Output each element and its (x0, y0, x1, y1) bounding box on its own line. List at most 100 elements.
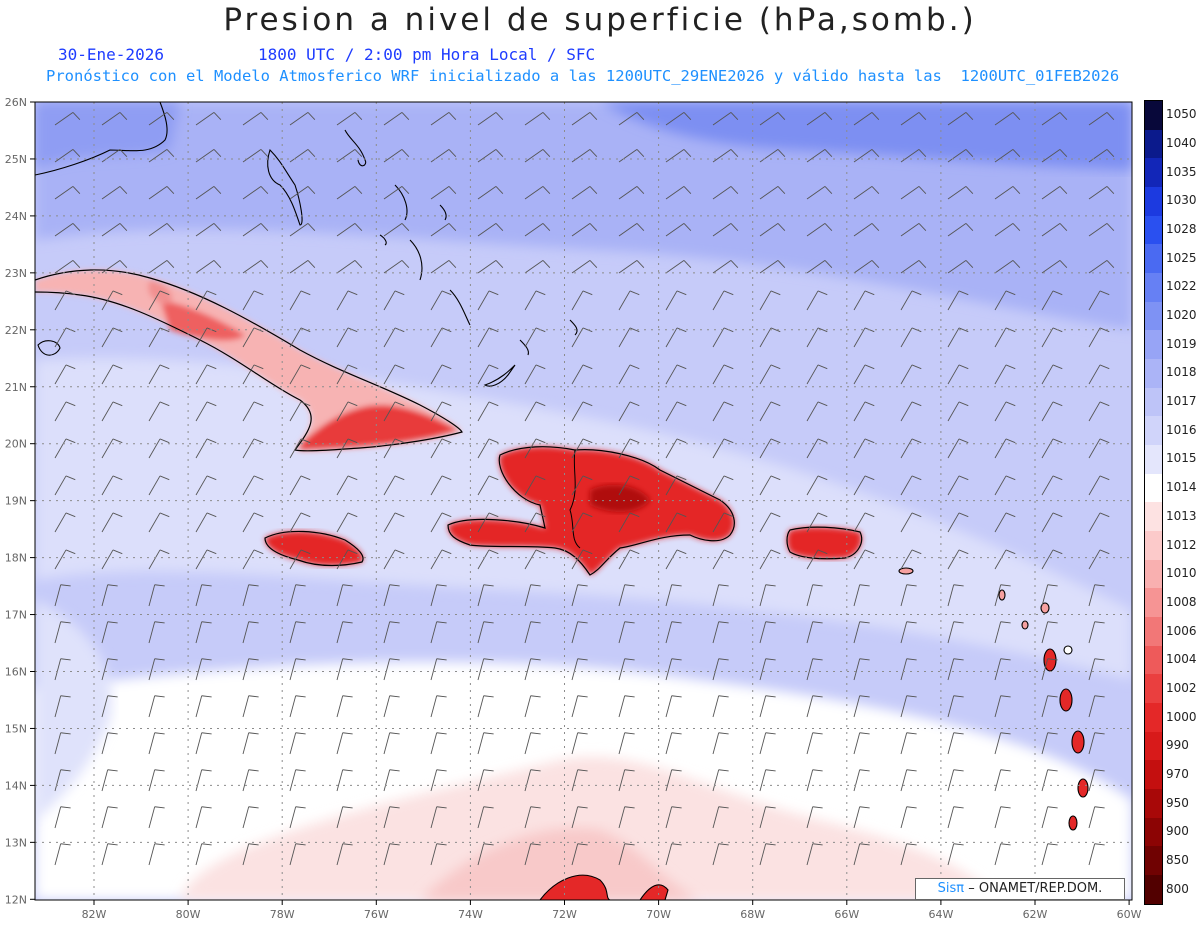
wind-barb (759, 290, 781, 311)
wind-barb (618, 149, 645, 163)
wind-barb (195, 149, 222, 163)
wind-barb (336, 769, 353, 792)
wind-barb (477, 290, 499, 311)
wind-barb (665, 769, 682, 792)
wind-barb (289, 438, 311, 459)
wind-barb (853, 806, 870, 829)
wind-barb (853, 843, 870, 866)
wind-barb (430, 475, 452, 496)
wind-barb (430, 149, 457, 163)
wind-barb (148, 695, 165, 718)
wind-barb (947, 364, 969, 385)
wind-barb (853, 584, 870, 607)
wind-barb (524, 475, 546, 496)
colorbar-label: 1012 (1166, 537, 1197, 552)
wind-barb (571, 364, 593, 385)
wind-barb (54, 806, 71, 829)
colorbar-label: 970 (1166, 766, 1189, 781)
wind-barb (148, 112, 175, 126)
wind-barb (900, 401, 922, 422)
wind-barb (195, 112, 222, 126)
wind-barb (524, 401, 546, 422)
wind-barb (383, 732, 400, 755)
wind-barb (148, 290, 170, 311)
wind-barb (759, 732, 776, 755)
wind-barb (900, 475, 922, 496)
wind-barb (336, 621, 353, 644)
wind-barb (1088, 260, 1115, 274)
wind-barb (477, 512, 499, 533)
wind-barb (383, 438, 405, 459)
wind-barb (853, 549, 875, 570)
wind-barb (1088, 149, 1115, 163)
wind-barb (759, 186, 786, 200)
wind-barb (383, 112, 410, 126)
wind-barb (101, 223, 128, 237)
wind-barb (1041, 401, 1063, 422)
wind-barb (383, 512, 405, 533)
wind-barb (477, 843, 494, 866)
wind-barb (289, 290, 311, 311)
colorbar-label: 1017 (1166, 394, 1197, 409)
wind-barb (806, 364, 828, 385)
wind-barb (477, 475, 499, 496)
wind-barb (148, 186, 175, 200)
wind-barb (54, 223, 81, 237)
wind-barb (1041, 149, 1068, 163)
colorbar-swatch (1145, 215, 1162, 245)
wind-barb (383, 843, 400, 866)
wind-barb (477, 695, 494, 718)
wind-barb (759, 806, 776, 829)
wind-barb (900, 843, 917, 866)
colorbar-swatch (1145, 387, 1162, 417)
colorbar-swatch (1145, 129, 1162, 159)
wind-barb (101, 438, 123, 459)
colorbar-label: 990 (1166, 738, 1189, 753)
wind-barb (336, 438, 358, 459)
wind-barb (1041, 806, 1058, 829)
wind-barb (759, 327, 781, 348)
wind-barb (383, 695, 400, 718)
lesser-antilles (898, 567, 1089, 831)
wind-barb (759, 149, 786, 163)
colorbar-label: 1002 (1166, 680, 1197, 695)
wind-barb (1088, 186, 1115, 200)
wind-barb (336, 549, 358, 570)
sispi-logo: Sisπ (937, 881, 965, 896)
wind-barb (383, 769, 400, 792)
wind-barb (54, 364, 76, 385)
wind-barb (806, 475, 828, 496)
wind-barb (195, 549, 217, 570)
wind-barb (54, 401, 76, 422)
wind-barb (806, 843, 823, 866)
wind-barb (524, 112, 551, 126)
wind-barb (289, 364, 311, 385)
wind-barb (1088, 223, 1115, 237)
wind-barb (947, 401, 969, 422)
wind-barb (289, 769, 306, 792)
wind-barb (759, 658, 776, 681)
wind-barb (712, 364, 734, 385)
wind-barb (994, 475, 1016, 496)
wind-barb (665, 401, 687, 422)
wind-barb (477, 327, 499, 348)
colorbar-label: 1014 (1166, 480, 1197, 495)
wind-barb (524, 695, 541, 718)
lon-label: 68W (740, 908, 765, 921)
wind-barb (1088, 584, 1105, 607)
wind-barb (947, 438, 969, 459)
wind-barb (289, 621, 306, 644)
wind-barb (571, 327, 593, 348)
wind-barb (524, 843, 541, 866)
wind-barb (712, 112, 739, 126)
wind-barb (900, 438, 922, 459)
wind-barb (54, 843, 71, 866)
wind-barb (148, 732, 165, 755)
wind-barb (430, 260, 457, 274)
pressure-colorbar (1144, 100, 1163, 905)
wind-barb (383, 475, 405, 496)
wind-barb (900, 364, 922, 385)
wind-barb (430, 401, 452, 422)
wind-barb (242, 584, 259, 607)
wind-barb (947, 186, 974, 200)
